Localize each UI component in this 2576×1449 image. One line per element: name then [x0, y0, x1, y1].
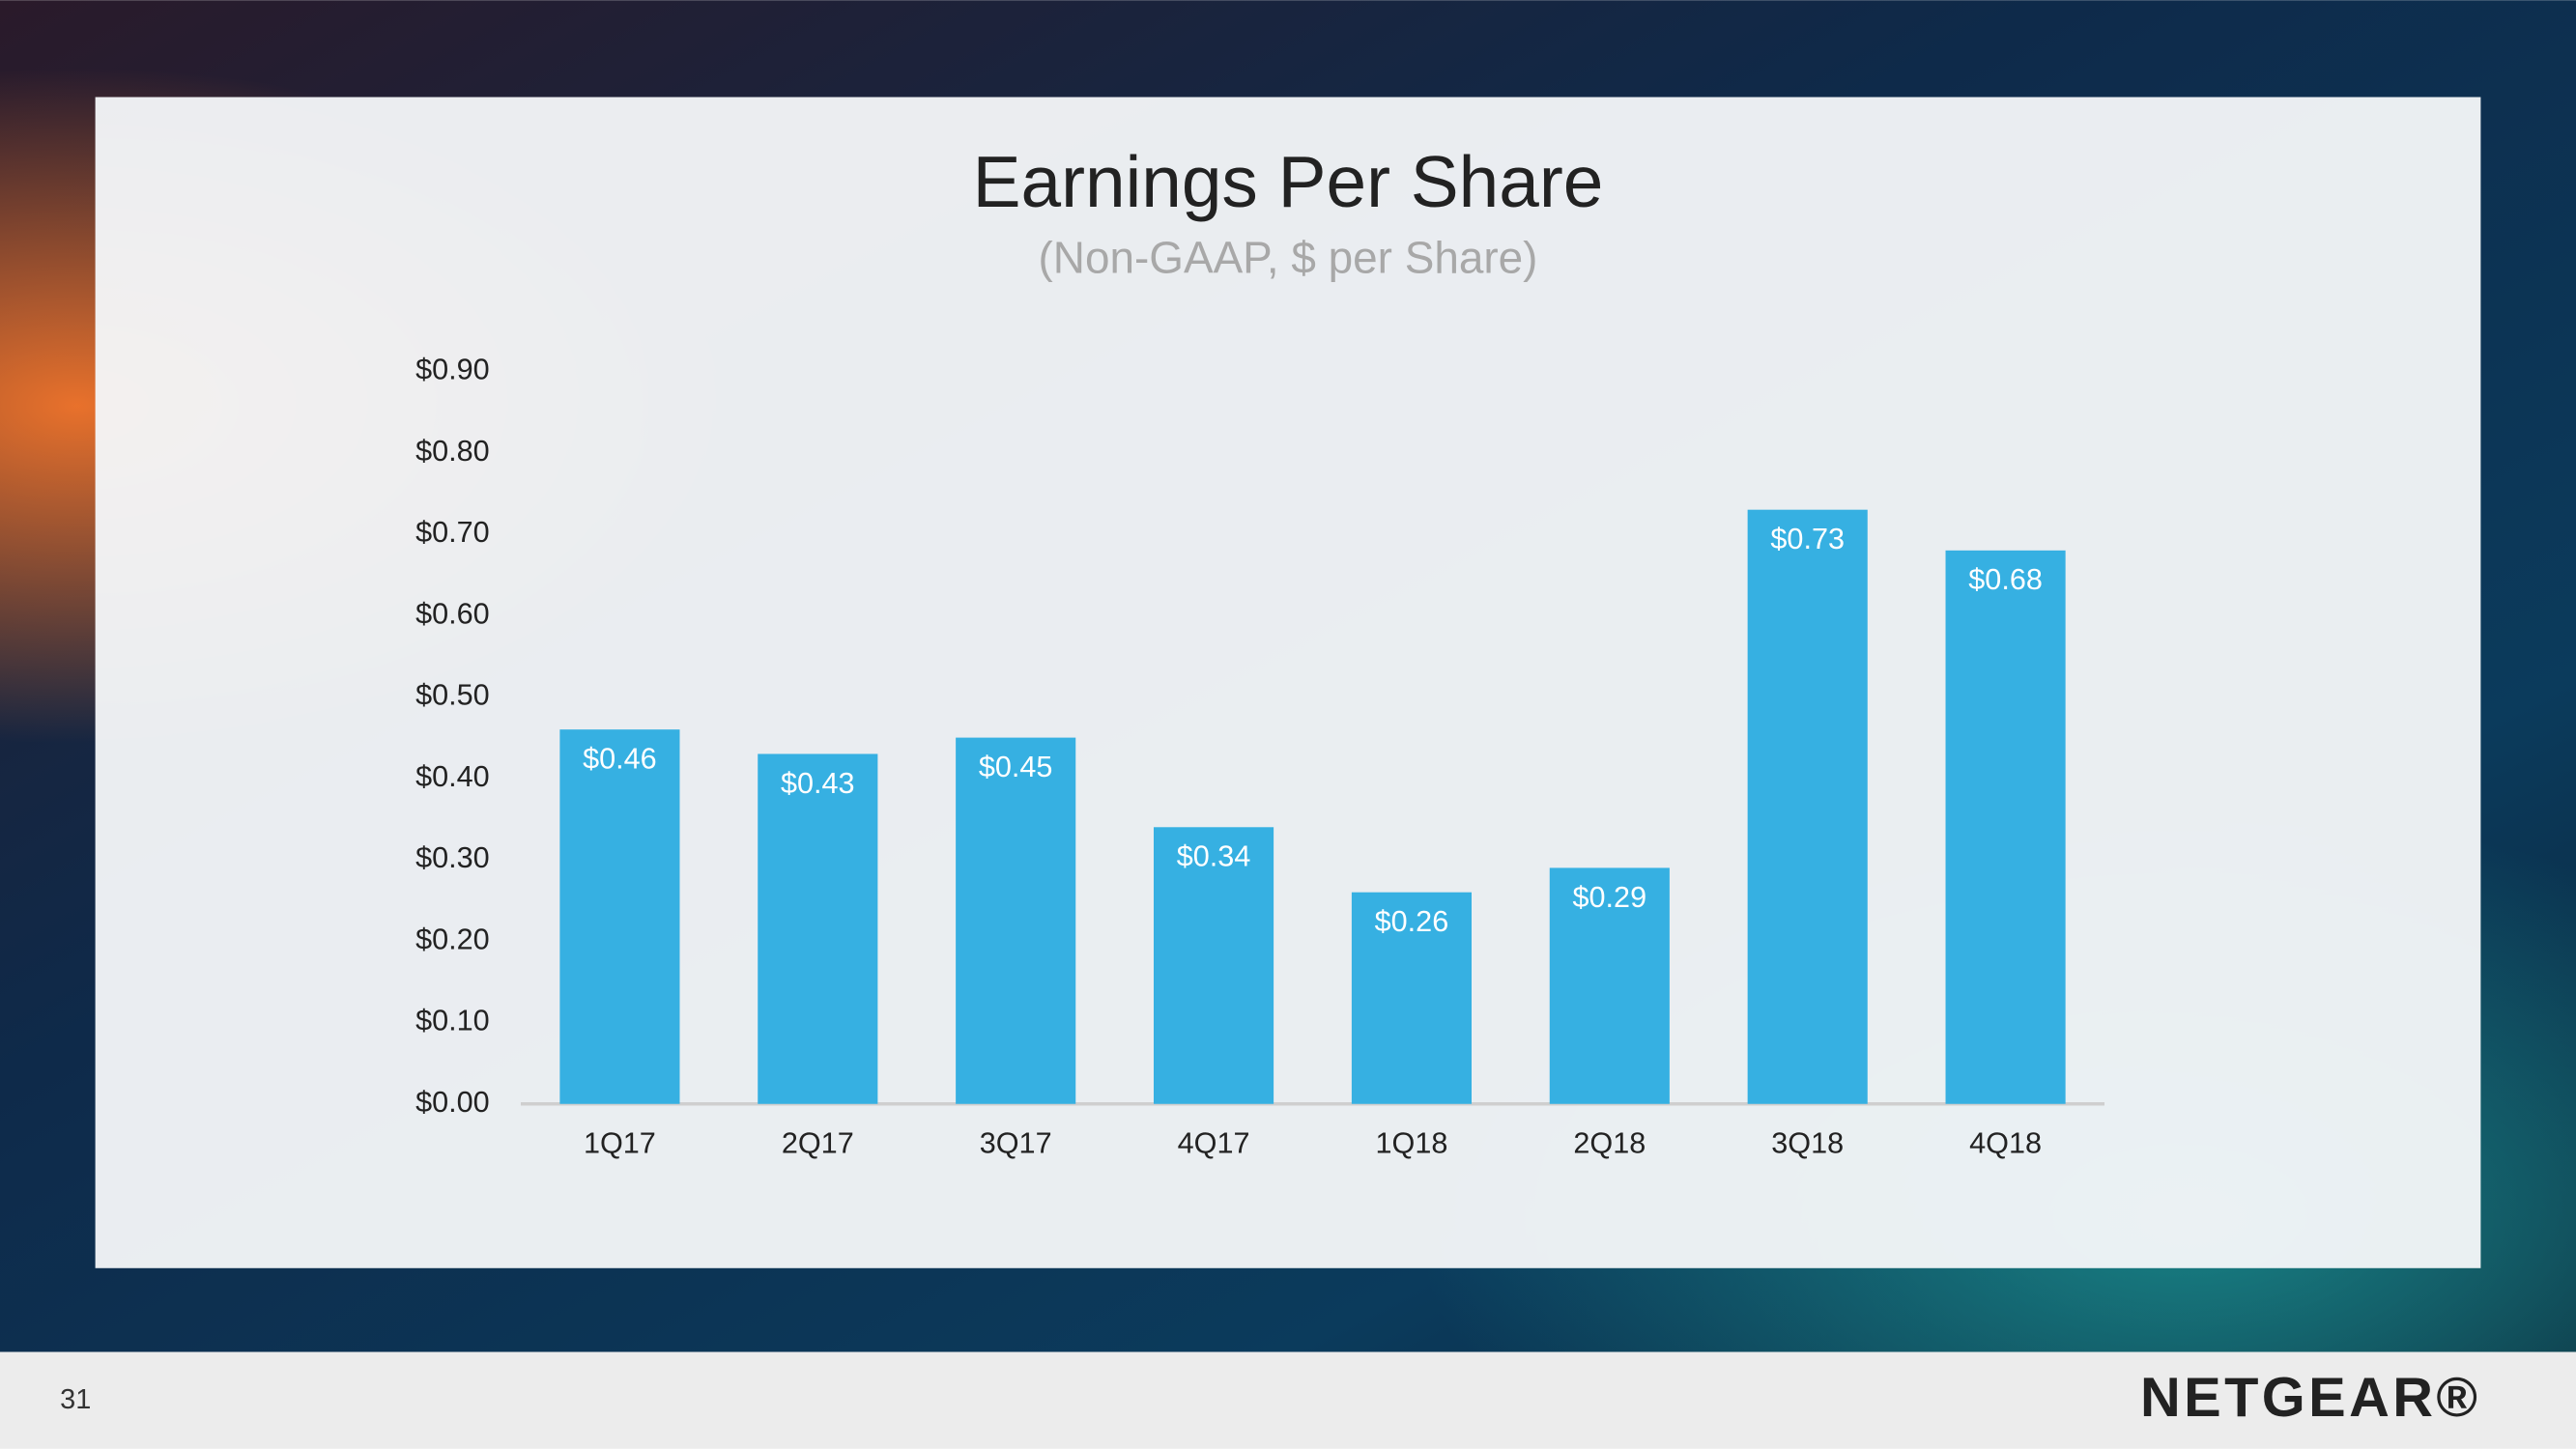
page-number: 31 — [60, 1384, 91, 1415]
chart-title: Earnings Per Share — [973, 141, 1604, 222]
x-tick-label: 4Q17 — [1178, 1126, 1250, 1159]
x-tick-label: 3Q17 — [980, 1126, 1052, 1159]
y-tick-label: $0.40 — [415, 760, 490, 793]
y-tick-label: $0.80 — [415, 435, 490, 468]
y-tick-label: $0.00 — [415, 1086, 490, 1119]
y-tick-label: $0.20 — [415, 923, 490, 955]
value-label: $0.34 — [1177, 840, 1251, 873]
chart-panel — [95, 97, 2481, 1268]
footer-bar — [0, 1351, 2576, 1449]
bar — [1154, 827, 1274, 1104]
y-tick-label: $0.30 — [415, 841, 490, 874]
bar — [1351, 892, 1473, 1104]
y-tick-label: $0.50 — [415, 679, 490, 712]
bar — [559, 729, 680, 1104]
bar — [758, 753, 878, 1104]
value-label: $0.45 — [979, 751, 1053, 783]
value-label: $0.43 — [781, 767, 855, 800]
y-tick-label: $0.60 — [415, 597, 490, 630]
y-tick-label: $0.90 — [415, 354, 490, 386]
x-tick-label: 1Q18 — [1376, 1126, 1448, 1159]
bar — [1747, 509, 1868, 1104]
bar — [956, 737, 1076, 1104]
chart-subtitle: (Non-GAAP, $ per Share) — [1039, 233, 1538, 283]
x-tick-label: 4Q18 — [1969, 1126, 2042, 1159]
value-label: $0.68 — [1968, 563, 2043, 596]
value-label: $0.46 — [583, 743, 657, 776]
bar — [1549, 867, 1670, 1104]
value-label: $0.73 — [1770, 523, 1845, 555]
x-tick-label: 3Q18 — [1771, 1126, 1844, 1159]
value-label: $0.26 — [1375, 905, 1449, 938]
logo: NETGEAR® — [2140, 1367, 2480, 1429]
x-tick-label: 2Q18 — [1573, 1126, 1646, 1159]
x-tick-label: 1Q17 — [584, 1126, 656, 1159]
x-tick-label: 2Q17 — [782, 1126, 854, 1159]
bar — [1945, 550, 2066, 1104]
y-tick-label: $0.70 — [415, 516, 490, 549]
y-tick-label: $0.10 — [415, 1005, 490, 1037]
value-label: $0.29 — [1573, 881, 1647, 914]
